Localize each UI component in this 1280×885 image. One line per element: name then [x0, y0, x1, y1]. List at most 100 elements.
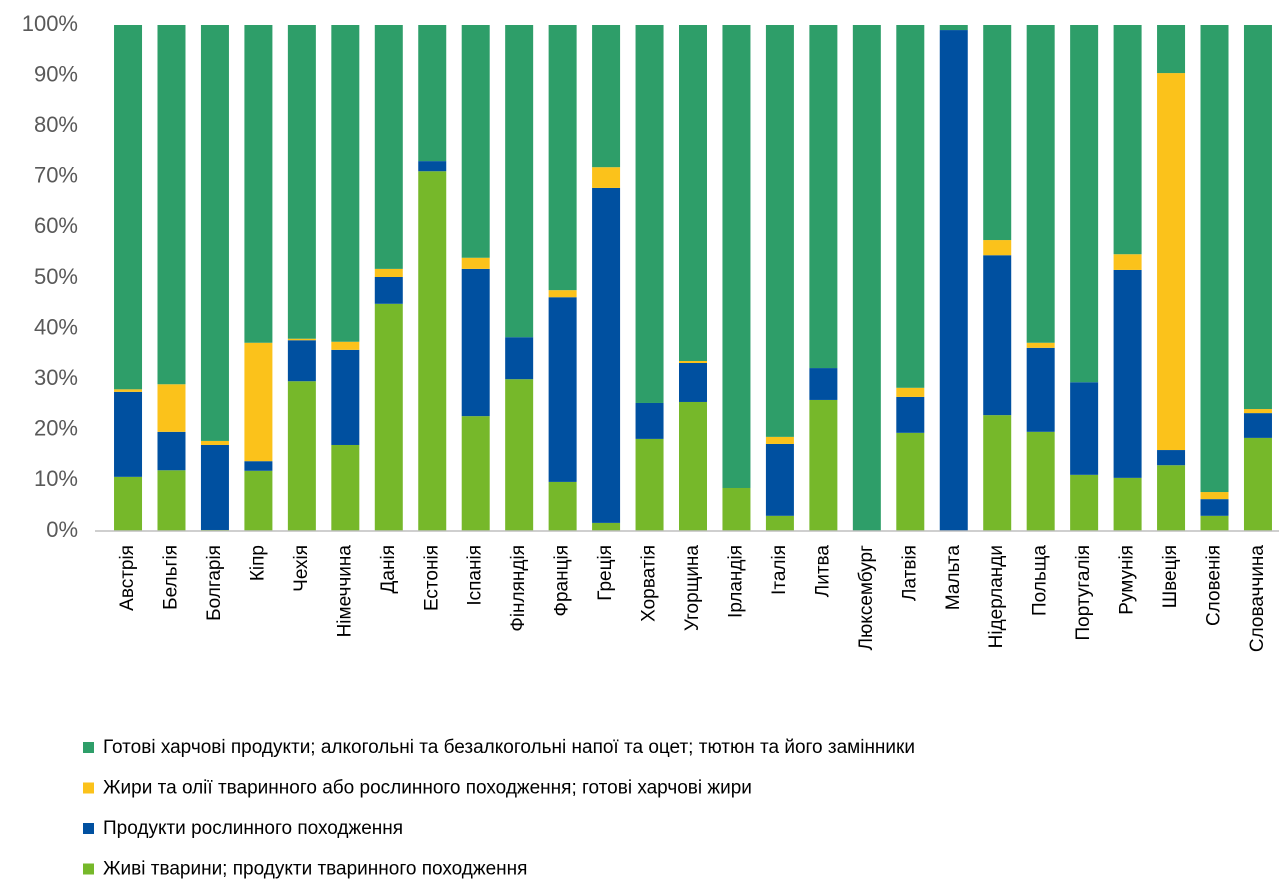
bar-segment: [1200, 25, 1229, 493]
bar-segment: [244, 470, 273, 531]
x-tick-label: Естонія: [421, 545, 442, 611]
bar-segment: [461, 257, 490, 269]
legend-swatch: [83, 742, 94, 753]
y-tick-label: 50%: [34, 264, 78, 289]
bar-segment: [1026, 347, 1055, 432]
bar-segment: [765, 25, 794, 437]
bar-segment: [1113, 477, 1142, 531]
bar-segment: [374, 303, 403, 531]
bar-segment: [896, 25, 925, 388]
bar-segment: [765, 436, 794, 444]
x-tick-label: Австрія: [117, 545, 138, 611]
bar-segment: [983, 240, 1012, 256]
y-tick-label: 90%: [34, 61, 78, 86]
x-tick-label: Нідерланди: [986, 545, 1007, 648]
bar-segment: [635, 438, 664, 531]
bar-segment: [1157, 25, 1186, 74]
bar-segment: [679, 401, 707, 531]
bar-segment: [1157, 450, 1186, 466]
bar-segment: [1243, 409, 1272, 414]
bar-segment: [1026, 342, 1055, 348]
bar-segment: [896, 396, 925, 433]
bar-segment: [939, 30, 968, 532]
x-tick-label: Іспанія: [465, 545, 486, 606]
y-tick-label: 80%: [34, 112, 78, 137]
bar-segment: [1200, 499, 1229, 516]
bar-segment: [157, 384, 186, 432]
bar-segment: [896, 432, 925, 531]
bar-segment: [374, 276, 403, 304]
bar-segment: [635, 402, 664, 439]
x-tick-label: Швеція: [1160, 545, 1181, 608]
bar-segment: [809, 368, 838, 400]
bar-segment: [374, 25, 403, 269]
bar-segment: [157, 25, 186, 385]
x-tick-label: Мальта: [943, 545, 964, 611]
bar-segment: [331, 444, 360, 531]
bar-segment: [331, 341, 360, 350]
bar-segment: [1243, 25, 1272, 410]
bar-segment: [287, 338, 316, 341]
bar-segment: [1026, 431, 1055, 531]
bar-segment: [1157, 465, 1186, 531]
bar-segment: [1157, 73, 1186, 451]
bar-segment: [114, 25, 143, 390]
bar-segment: [200, 25, 229, 441]
x-tick-label: Фінляндія: [508, 545, 529, 632]
x-tick-label: Чехія: [291, 545, 312, 592]
y-tick-label: 30%: [34, 365, 78, 390]
bar-segment: [1070, 474, 1099, 531]
bar-segment: [1026, 25, 1055, 343]
bar-segment: [1070, 25, 1099, 383]
bar-segment: [461, 25, 490, 258]
bar-segment: [1113, 254, 1142, 270]
bar-segment: [244, 461, 273, 471]
legend-swatch: [83, 782, 94, 794]
legend-swatch: [83, 823, 94, 834]
bar-segment: [244, 342, 273, 462]
bar-segment: [287, 381, 316, 531]
bar-segment: [548, 297, 577, 482]
x-tick-label: Литва: [812, 545, 833, 598]
y-tick-label: 40%: [34, 314, 78, 339]
bar-segment: [461, 416, 490, 531]
bar-segment: [679, 25, 707, 361]
x-tick-label: Польща: [1030, 545, 1051, 616]
legend-swatch: [83, 863, 94, 875]
bar-segment: [809, 25, 838, 369]
bar-segment: [244, 25, 273, 343]
bar-segment: [1243, 437, 1272, 531]
bar-segment: [983, 415, 1012, 531]
bar-segment: [114, 391, 143, 477]
bar-segment: [635, 25, 664, 403]
bar-segment: [852, 25, 881, 531]
bar-segment: [896, 387, 925, 397]
bar-segment: [374, 268, 403, 277]
bar-segment: [548, 290, 577, 298]
legend-label: Готові харчові продукти; алкогольні та б…: [103, 737, 915, 758]
x-tick-label: Латвія: [899, 545, 920, 601]
bar-segment: [1200, 492, 1229, 500]
bar-segment: [157, 470, 186, 531]
bar-segment: [114, 476, 143, 531]
bar-segment: [1113, 269, 1142, 478]
x-tick-label: Франція: [552, 545, 573, 616]
bar-segment: [200, 440, 229, 445]
bar-segment: [505, 25, 534, 338]
x-tick-label: Словенія: [1204, 545, 1225, 626]
bar-segment: [418, 25, 447, 162]
x-tick-label: Кіпр: [247, 545, 268, 581]
bar-segment: [331, 349, 360, 445]
y-tick-label: 100%: [22, 11, 78, 36]
y-tick-label: 10%: [34, 466, 78, 491]
bar-segment: [809, 399, 838, 531]
bar-segment: [157, 431, 186, 471]
bar-segment: [592, 187, 621, 523]
bar-segment: [983, 255, 1012, 416]
bar-segment: [114, 389, 143, 392]
x-tick-label: Німеччина: [334, 545, 355, 638]
y-tick-label: 60%: [34, 213, 78, 238]
x-tick-label: Бельгія: [161, 545, 182, 610]
bar-segment: [1070, 382, 1099, 475]
